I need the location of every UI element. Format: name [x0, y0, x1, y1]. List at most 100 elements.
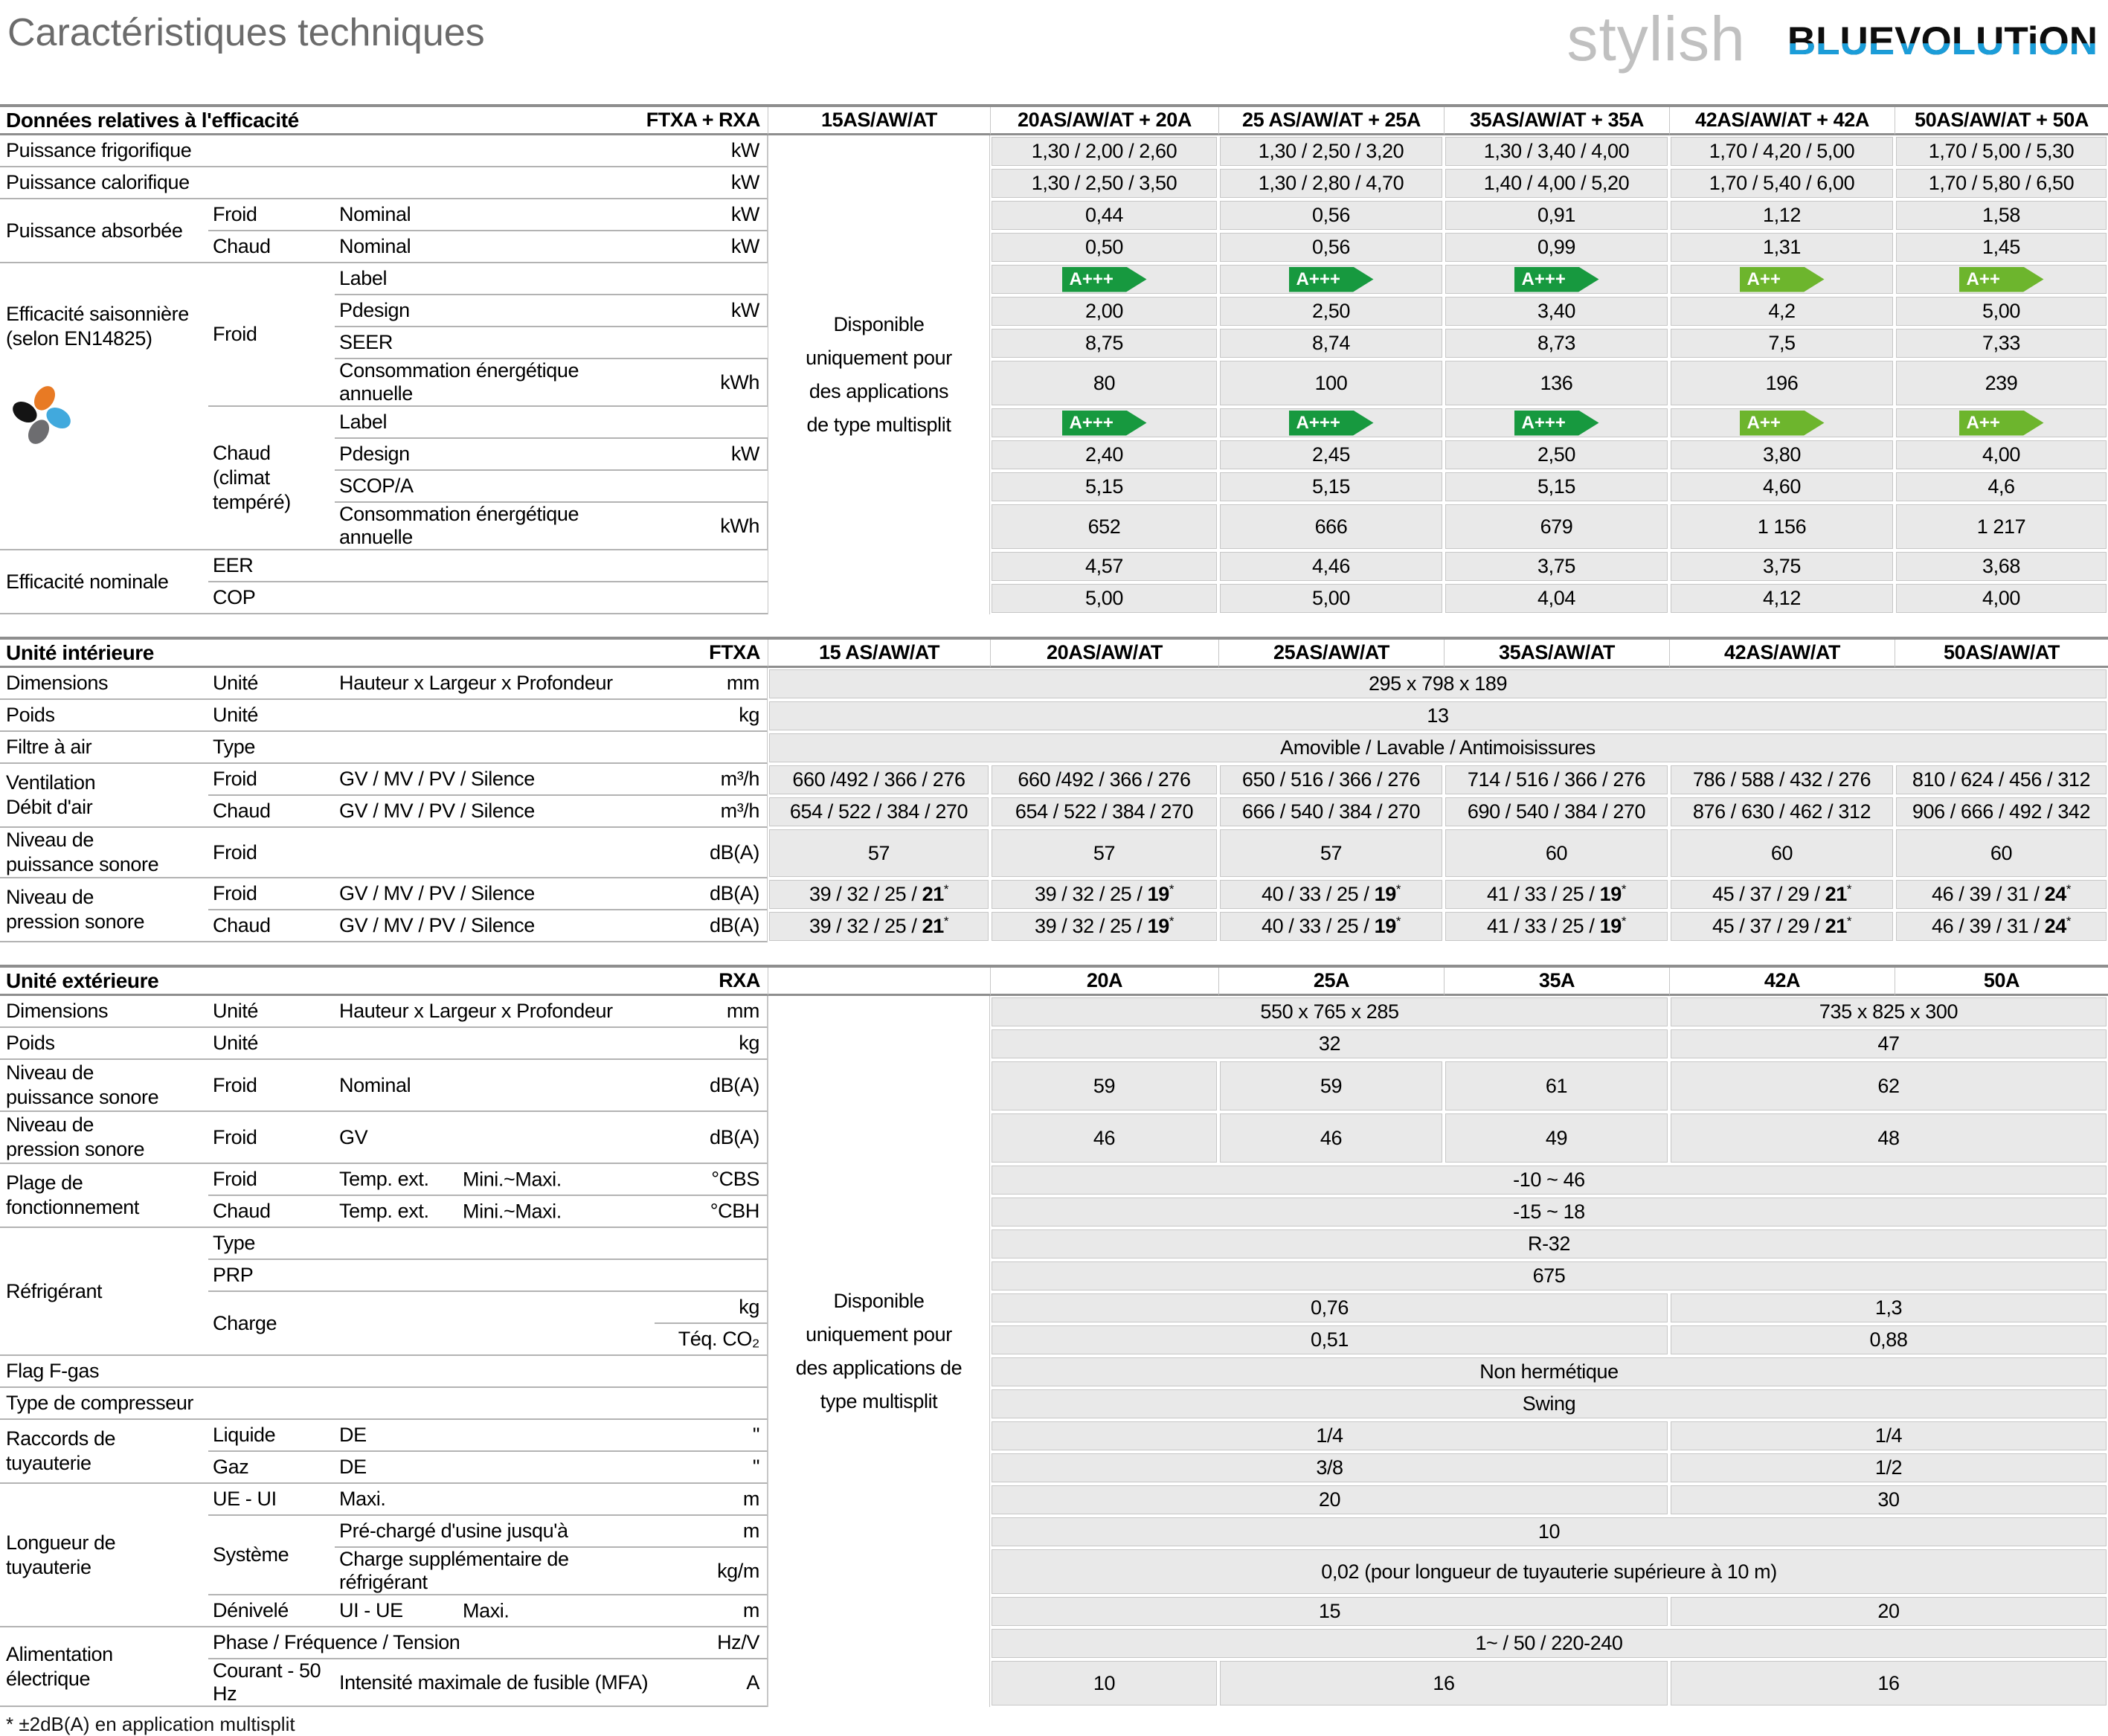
column-header: 35AS/AW/AT [1444, 640, 1670, 668]
value-cell: 2,40 [990, 439, 1218, 471]
row-spec-label: GV / MV / PV / Silence [335, 878, 655, 910]
value-silent-mode: 21 [922, 883, 945, 905]
row-sublabel: Unité [208, 1028, 655, 1060]
row-spec-label: SCOP/A [335, 471, 768, 503]
row-label: Poids [0, 1028, 208, 1060]
footnote-marker: * [1169, 914, 1174, 928]
value-cell: A+++ [1444, 407, 1669, 439]
value-cell: 2,50 [1218, 295, 1444, 327]
row-sublabel: Dénivelé [208, 1595, 335, 1627]
table-row: Système Pré-chargé d'usine jusqu'à m 10 [0, 1516, 2108, 1595]
value-cell: 1,45 [1895, 231, 2108, 263]
energy-class-badge: A++ [1958, 410, 2044, 436]
label-line: uniquement pour [806, 347, 952, 369]
value-cell: 4,2 [1669, 295, 1895, 327]
row-sublabel: Système [208, 1516, 335, 1595]
value-cell: 4,46 [1218, 550, 1444, 582]
seasonal-efficiency-flower-icon [7, 381, 76, 449]
value-cell: 654 / 522 / 384 / 270 [990, 796, 1219, 828]
value-cell: 0,56 [1218, 231, 1444, 263]
value-cell: 1,70 / 5,80 / 6,50 [1895, 167, 2108, 199]
value-cell: 1 156 [1669, 503, 1895, 550]
row-label: Longueur de tuyauterie [0, 1484, 208, 1627]
row-sublabel: Unité [208, 700, 655, 732]
energy-class-badge: A+++ [1514, 410, 1599, 436]
row-sublabel: EER [208, 550, 768, 582]
value-cell: 61 [1444, 1060, 1669, 1112]
table-row: Chaud (climat tempéré) Label A+++ A+++ A+++ A++… [0, 407, 2108, 550]
row-label: Puissance calorifique [0, 167, 655, 199]
footnote-marker: * [2066, 914, 2072, 928]
value-text: 46 / 39 / 31 / [1931, 915, 2045, 937]
value-cell: 20 [1669, 1595, 2108, 1627]
table-row: Niveau de pression sonore Froid GV / MV / P… [0, 878, 2108, 942]
table-row: Niveau de pression sonore Froid GV dB(A) 46 46… [0, 1112, 2108, 1164]
header-row: Unité intérieure FTXA 15 AS/AW/AT 20AS/AW/A… [0, 640, 2108, 668]
unit-label: kW [655, 295, 768, 327]
value-cell: 57 [768, 828, 991, 878]
header-row: Unité extérieure RXA 20A 25A 35A 42A 50A [0, 968, 2108, 996]
label-line: (climat [213, 466, 270, 489]
row-spec-label [335, 1292, 655, 1324]
row-spec-label: UI - UE Maxi. [335, 1595, 655, 1627]
table-row: Courant - 50 Hz Intensité maximale de fus… [0, 1659, 2108, 1707]
row-label: Type de compresseur [0, 1388, 768, 1420]
value-cell: A++ [1669, 263, 1895, 295]
value-cell: 46 / 39 / 31 / 24* [1895, 878, 2108, 910]
value-cell: 45 / 37 / 29 / 21* [1669, 910, 1895, 942]
label-line: Niveau de [6, 886, 94, 908]
value-cell: 46 / 39 / 31 / 24* [1895, 910, 2108, 942]
table-row: SEER 8,75 8,74 8,73 7,5 7,33 [0, 327, 2108, 359]
row-spec-label: Pdesign [335, 295, 655, 327]
value-cell: 196 [1669, 359, 1895, 407]
table-title: Unité extérieure [0, 968, 335, 996]
table-row: Puissance calorifique kW 1,30 / 2,50 / 3,5… [0, 167, 2108, 199]
label-line: puissance sonore [6, 853, 159, 875]
unit-label: m [655, 1595, 768, 1627]
value-cell: 8,73 [1444, 327, 1669, 359]
unit-label: " [655, 1452, 768, 1484]
value-cell: 5,00 [1218, 582, 1444, 614]
unit-label: kWh [655, 359, 768, 407]
value-cell: 1,58 [1895, 199, 2108, 231]
value-cell: 46 [1218, 1112, 1444, 1164]
value-cell: 3,40 [1444, 295, 1669, 327]
value-cell: A+++ [1218, 407, 1444, 439]
unit-label: °CBS [655, 1164, 768, 1196]
row-spec-label: SEER [335, 327, 768, 359]
label-line: Chaud [213, 442, 271, 464]
value-cell: A+++ [1444, 263, 1669, 295]
value-cell: 1,30 / 3,40 / 4,00 [1444, 135, 1669, 167]
row-sublabel: Unité [208, 996, 335, 1028]
unit-label: A [655, 1659, 768, 1707]
value-cell: A+++ [990, 263, 1218, 295]
value-cell: 1,12 [1669, 199, 1895, 231]
table-row: Longueur de tuyauterie UE - UI Maxi. m 20 30 [0, 1484, 2108, 1627]
value-text: 39 / 32 / 25 / [809, 883, 922, 905]
label-line: Débit d'air [6, 796, 93, 818]
outdoor-unit-table: Unité extérieure RXA 20A 25A 35A 42A 50A Dimens… [0, 965, 2108, 1707]
table-row: Efficacité nominale EER 4,57 4,46 3,75 3,75 3,… [0, 550, 2108, 614]
row-sublabel: Froid [208, 1112, 335, 1164]
value-cell: 5,15 [990, 471, 1218, 503]
value-cell: 4,6 [1895, 471, 2108, 503]
unit-label: m³/h [655, 764, 768, 796]
value-silent-mode: 21 [922, 915, 945, 937]
row-spec-label: Temp. ext. Mini.~Maxi. [335, 1164, 655, 1196]
value-cell: 666 [1218, 503, 1444, 550]
table-row: Poids Unité kg 13 [0, 700, 2108, 732]
value-cell: 4,12 [1669, 582, 1895, 614]
unit-label: °CBH [655, 1196, 768, 1228]
row-sublabel: Type [208, 732, 768, 764]
value-cell: 1,30 / 2,50 / 3,20 [1218, 135, 1444, 167]
value-cell: 7,5 [1669, 327, 1895, 359]
column-header: 25 AS/AW/AT + 25A [1218, 107, 1444, 135]
value-silent-mode: 19 [1374, 883, 1397, 905]
footnote-marker: * [1621, 882, 1627, 896]
row-label: Efficacité saisonnière (selon EN14825) [0, 263, 208, 550]
value-cell: 15 [990, 1595, 1669, 1627]
value-text: 39 / 32 / 25 / [1034, 915, 1148, 937]
unit-label: Téq. CO₂ [655, 1324, 768, 1356]
value-cell: 652 [990, 503, 1218, 550]
value-cell: A++ [1895, 407, 2108, 439]
